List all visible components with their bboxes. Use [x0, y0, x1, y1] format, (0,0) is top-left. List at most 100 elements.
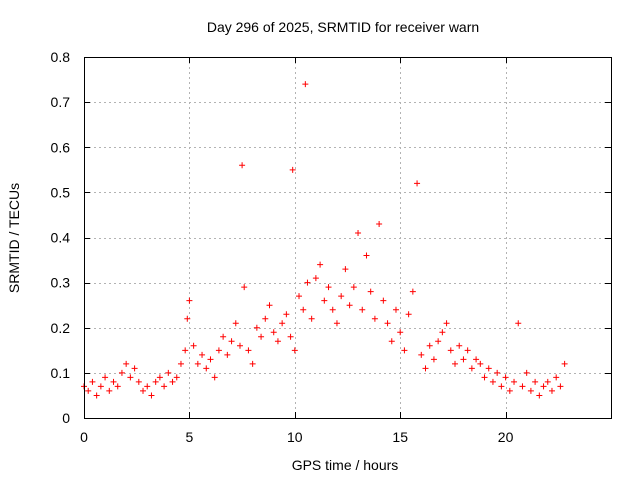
data-point	[203, 365, 210, 372]
data-point	[211, 374, 218, 381]
data-point	[363, 252, 370, 259]
tick-labels-layer: 0 5 10 15 20 0 0.1 0.2 0.3 0.4 0.5 0.6 0.7 0.8	[51, 49, 514, 445]
ticks-layer	[84, 57, 611, 419]
x-axis-title: GPS time / hours	[292, 457, 399, 473]
data-point	[262, 315, 269, 322]
data-point	[300, 306, 307, 313]
data-point	[338, 293, 345, 300]
data-point	[422, 365, 429, 372]
data-point	[384, 320, 391, 327]
data-point	[380, 297, 387, 304]
data-point	[329, 306, 336, 313]
data-point	[249, 360, 256, 367]
data-point	[557, 383, 564, 390]
data-point	[123, 360, 130, 367]
data-point	[342, 266, 349, 273]
data-point	[97, 383, 104, 390]
data-point	[473, 356, 480, 363]
data-point	[540, 383, 547, 390]
data-point	[258, 333, 265, 340]
data-point	[308, 315, 315, 322]
data-point	[302, 81, 309, 88]
data-point	[485, 365, 492, 372]
data-point	[536, 392, 543, 399]
plot-area-frame	[84, 57, 612, 419]
data-point	[118, 369, 125, 376]
x-tick-label: 15	[392, 429, 408, 445]
x-tick-label: 0	[80, 429, 88, 445]
data-point	[371, 315, 378, 322]
data-point	[405, 311, 412, 318]
data-point	[232, 320, 239, 327]
data-point	[182, 347, 189, 354]
data-point	[93, 392, 100, 399]
data-point	[220, 333, 227, 340]
y-tick-label: 0	[62, 410, 70, 426]
data-point	[317, 261, 324, 268]
data-point	[452, 360, 459, 367]
data-point	[367, 288, 374, 295]
data-point	[325, 284, 332, 291]
data-point	[199, 351, 206, 358]
data-point	[527, 387, 534, 394]
data-point	[283, 311, 290, 318]
data-point	[388, 338, 395, 345]
data-point	[312, 275, 319, 282]
data-point	[523, 369, 530, 376]
data-point	[460, 356, 467, 363]
x-tick-label: 5	[186, 429, 194, 445]
data-point	[481, 374, 488, 381]
data-point	[515, 320, 522, 327]
data-point	[494, 369, 501, 376]
data-point	[289, 166, 296, 173]
data-point	[140, 387, 147, 394]
data-point	[148, 392, 155, 399]
data-point	[152, 378, 159, 385]
data-point	[435, 338, 442, 345]
data-point	[194, 360, 201, 367]
data-point	[430, 356, 437, 363]
data-point	[439, 329, 446, 336]
data-point	[106, 387, 113, 394]
data-point	[241, 284, 248, 291]
data-point	[245, 347, 252, 354]
data-point	[468, 365, 475, 372]
x-tick-label: 10	[287, 429, 303, 445]
data-point	[279, 320, 286, 327]
data-point	[161, 383, 168, 390]
data-point	[287, 333, 294, 340]
data-point	[110, 378, 117, 385]
data-point	[401, 347, 408, 354]
data-point	[333, 320, 340, 327]
data-point	[376, 220, 383, 227]
y-tick-label: 0.5	[51, 184, 71, 200]
data-point	[85, 387, 92, 394]
data-point	[127, 374, 134, 381]
y-tick-label: 0.2	[51, 320, 71, 336]
data-point	[553, 374, 560, 381]
data-point	[502, 374, 509, 381]
data-point	[253, 324, 260, 331]
data-point	[156, 374, 163, 381]
data-point	[350, 284, 357, 291]
data-point	[131, 365, 138, 372]
data-point	[135, 378, 142, 385]
data-point	[418, 351, 425, 358]
data-point	[165, 369, 172, 376]
data-point	[144, 383, 151, 390]
data-point	[359, 306, 366, 313]
data-point	[224, 351, 231, 358]
data-point	[511, 378, 518, 385]
x-tick-label: 20	[498, 429, 514, 445]
data-point	[266, 302, 273, 309]
data-point	[456, 342, 463, 349]
y-tick-label: 0.1	[51, 365, 71, 381]
data-point	[392, 306, 399, 313]
data-point	[464, 347, 471, 354]
data-point	[321, 297, 328, 304]
chart-title: Day 296 of 2025, SRMTID for receiver war…	[207, 19, 479, 35]
data-point	[228, 338, 235, 345]
data-point	[355, 229, 362, 236]
grid-layer	[84, 57, 611, 418]
